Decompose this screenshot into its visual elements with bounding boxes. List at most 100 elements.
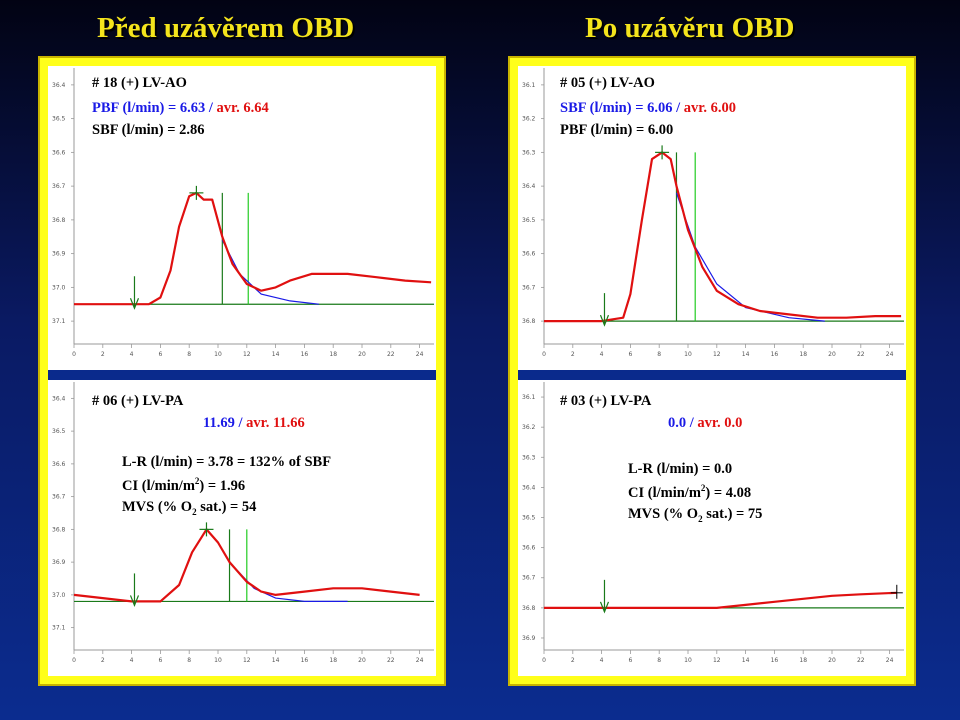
br-ci-b: ) = 4.08 (705, 484, 752, 501)
y-tick-label: 36.1 (522, 394, 536, 401)
bl-line2: 11.69 / avr. 11.66 (203, 416, 305, 431)
y-tick-label: 36.5 (52, 116, 66, 123)
x-tick-label: 10 (214, 657, 222, 664)
tr-line3: PBF (l/min) = 6.00 (560, 122, 674, 138)
y-tick-label: 36.9 (52, 559, 66, 566)
x-tick-label: 12 (243, 351, 251, 358)
y-tick-label: 36.6 (52, 149, 66, 156)
y-tick-label: 36.8 (52, 217, 66, 224)
divider-right (518, 370, 906, 380)
frame-right: 36.1 36.2 36.3 36.4 36.5 36.6 36.7 36.8 0 2 4 6 8 10 1… (508, 56, 916, 686)
x-tick-label: 20 (828, 657, 836, 664)
tr-header: # 05 (+) LV-AO (560, 75, 655, 91)
injection-arrow-head (129, 595, 140, 608)
y-tick-label: 36.4 (52, 82, 66, 89)
y-tick-label: 36.8 (522, 318, 536, 325)
x-tick-label: 14 (272, 657, 280, 664)
bl-ci-a: CI (l/min/m (122, 477, 195, 494)
tl-line3: SBF (l/min) = 2.86 (92, 122, 205, 138)
panel-top-left: 36.4 36.5 36.6 36.7 36.8 36.9 37.0 37.1 0 2 4 6 8 10 1… (48, 66, 436, 370)
tr-line2-label: SBF (l/min) = 6.06 / (560, 100, 684, 116)
panel-top-right: 36.1 36.2 36.3 36.4 36.5 36.6 36.7 36.8 0 2 4 6 8 10 1… (518, 66, 906, 370)
x-tick-label: 16 (301, 657, 309, 664)
y-tick-label: 36.6 (522, 545, 536, 552)
x-tick-label: 0 (72, 351, 76, 358)
divider-left (48, 370, 436, 380)
x-tick-label: 12 (713, 351, 721, 358)
x-tick-label: 10 (214, 351, 222, 358)
x-tick-label: 22 (857, 657, 865, 664)
x-tick-label: 16 (771, 351, 779, 358)
x-tick-label: 12 (713, 657, 721, 664)
br-ci-sup: 2 (700, 483, 706, 493)
chart-tr: 36.136.236.336.436.536.636.736.80 2 4 6 8 10 1… (522, 68, 904, 358)
x-tick-label: 24 (416, 657, 424, 664)
y-tick-label: 36.4 (522, 484, 536, 491)
chart-bl: 36.436.536.636.736.836.937.037.10 2 4 6 8 10 1… (52, 382, 434, 664)
title-left: Před uzávěrem OBD (97, 12, 355, 44)
tl-line2-label: PBF (l/min) = 6.63 / (92, 100, 217, 116)
bl-mvs: MVS (% O2 sat.) = 54 (122, 500, 256, 517)
x-tick-label: 22 (387, 351, 395, 358)
fit-curve (221, 239, 319, 305)
br-mvs-sub: 2 (698, 513, 703, 524)
x-tick-label: 20 (828, 351, 836, 358)
y-tick-label: 36.1 (522, 82, 536, 89)
tr-line2: SBF (l/min) = 6.06 / avr. 6.00 (560, 101, 736, 116)
x-tick-label: 20 (358, 657, 366, 664)
tl-line2: PBF (l/min) = 6.63 / avr. 6.64 (92, 101, 269, 116)
measured-curve (544, 591, 897, 609)
x-tick-label: 0 (72, 657, 76, 664)
injection-arrow-head (129, 298, 140, 310)
panel-bottom-left: 36.4 36.5 36.6 36.7 36.8 36.9 37.0 37.1 0 2 4 6 8 10 1… (48, 380, 436, 676)
y-tick-label: 36.5 (52, 428, 66, 435)
y-tick-label: 36.9 (52, 251, 66, 258)
x-tick-label: 0 (542, 657, 546, 664)
y-tick-label: 37.1 (52, 625, 66, 632)
br-line2: 0.0 / avr. 0.0 (668, 416, 742, 431)
y-tick-label: 36.6 (52, 461, 66, 468)
br-header: # 03 (+) LV-PA (560, 393, 652, 409)
y-tick-label: 36.5 (522, 217, 536, 224)
br-ci-a: CI (l/min/m (628, 484, 701, 501)
x-tick-label: 14 (742, 657, 750, 664)
x-tick-label: 16 (301, 351, 309, 358)
title-right: Po uzávěru OBD (585, 12, 795, 44)
frame-left: 36.4 36.5 36.6 36.7 36.8 36.9 37.0 37.1 0 2 4 6 8 10 1… (38, 56, 446, 686)
x-tick-label: 10 (684, 351, 692, 358)
y-tick-label: 37.0 (52, 592, 66, 599)
bl-line2-avr: avr. 11.66 (246, 415, 305, 431)
x-tick-label: 6 (158, 657, 162, 664)
bl-mvs-a: MVS (% O (122, 499, 193, 515)
br-line2-value: 0.0 / (668, 415, 698, 431)
injection-arrow-head (599, 314, 610, 327)
x-tick-label: 6 (628, 657, 632, 664)
x-tick-label: 2 (101, 657, 105, 664)
y-tick-label: 36.2 (522, 424, 536, 431)
x-tick-label: 4 (130, 351, 134, 358)
x-tick-label: 6 (158, 351, 162, 358)
y-tick-label: 37.1 (52, 318, 66, 325)
x-tick-label: 12 (243, 657, 251, 664)
x-tick-label: 16 (771, 657, 779, 664)
br-ci: CI (l/min/m2) = 4.08 (628, 483, 752, 501)
x-tick-label: 8 (187, 351, 191, 358)
br-lr: L-R (l/min) = 0.0 (628, 461, 733, 477)
y-tick-label: 36.7 (522, 284, 536, 291)
measured-curve (544, 151, 902, 323)
y-tick-label: 36.7 (522, 575, 536, 582)
bl-ci-b: ) = 1.96 (199, 477, 246, 494)
y-tick-label: 36.8 (522, 605, 536, 612)
y-tick-label: 36.4 (522, 183, 536, 190)
x-tick-label: 2 (101, 351, 105, 358)
x-tick-label: 6 (628, 351, 632, 358)
y-tick-label: 36.3 (522, 149, 536, 156)
bl-header: # 06 (+) LV-PA (92, 393, 184, 409)
tl-line2-avr: avr. 6.64 (216, 100, 269, 116)
x-tick-label: 8 (187, 657, 191, 664)
x-tick-label: 18 (799, 351, 807, 358)
bl-line2-value: 11.69 / (203, 415, 247, 431)
x-tick-label: 8 (657, 657, 661, 664)
x-tick-label: 24 (886, 351, 894, 358)
x-tick-label: 10 (684, 657, 692, 664)
